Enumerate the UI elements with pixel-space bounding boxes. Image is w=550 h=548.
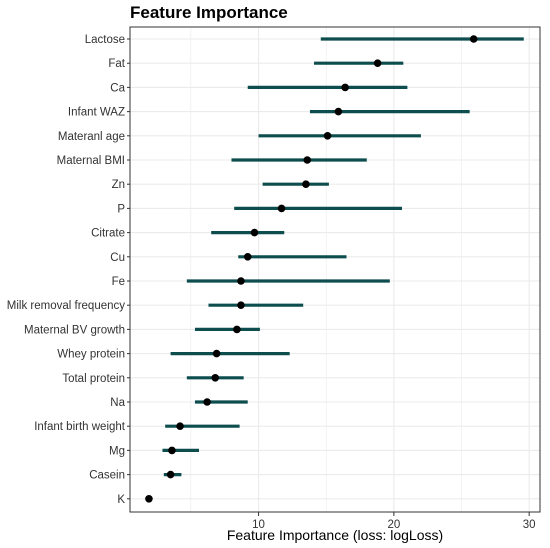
- y-tick-label: Infant WAZ: [68, 107, 125, 119]
- y-tick-label: Lactose: [85, 34, 125, 46]
- y-tick-label: Casein: [89, 470, 125, 482]
- importance-point: [145, 495, 153, 503]
- importance-point: [168, 446, 176, 455]
- importance-point: [237, 301, 245, 310]
- importance-point: [469, 35, 478, 43]
- y-tick-label: K: [117, 494, 125, 506]
- importance-point: [277, 204, 286, 213]
- y-tick-label: Citrate: [91, 228, 125, 240]
- importance-point: [237, 277, 245, 285]
- importance-point: [203, 398, 211, 406]
- point-series: [145, 35, 478, 503]
- importance-point: [243, 252, 252, 261]
- x-tick-label: 10: [252, 519, 265, 531]
- y-tick-label: Zn: [112, 179, 125, 191]
- importance-point: [302, 180, 310, 188]
- importance-point: [212, 349, 221, 358]
- importance-point: [373, 59, 382, 67]
- importance-point: [233, 325, 241, 334]
- y-tick-label: Mg: [109, 445, 125, 457]
- y-tick-label: Cu: [110, 252, 125, 264]
- importance-point: [211, 374, 220, 382]
- y-axis-tick-labels: Lactose Fat Ca Infant WAZ Materanl age Matern…: [7, 34, 130, 506]
- y-tick-label: P: [117, 203, 125, 215]
- y-tick-label: Maternal BMI: [57, 155, 125, 167]
- interval-series: [162, 37, 524, 477]
- x-axis-label: Feature Importance (loss: logLoss): [227, 527, 443, 543]
- chart-title: Feature Importance: [130, 3, 288, 22]
- y-tick-label: Infant birth weight: [34, 421, 126, 433]
- y-tick-label: Na: [110, 397, 125, 409]
- y-tick-label: Milk removal frequency: [7, 300, 125, 312]
- importance-point: [341, 83, 349, 92]
- y-tick-label: Total protein: [62, 373, 125, 385]
- y-tick-label: Ca: [110, 82, 125, 94]
- y-tick-label: Fe: [112, 276, 125, 288]
- x-tick-label: 20: [387, 519, 400, 531]
- y-tick-label: Fat: [108, 58, 125, 70]
- importance-point: [176, 422, 184, 431]
- y-tick-label: Maternal BV growth: [24, 324, 125, 336]
- y-tick-label: Materanl age: [58, 131, 125, 143]
- y-tick-label: Whey protein: [57, 349, 125, 361]
- importance-point: [323, 132, 332, 140]
- x-axis-tick-labels: 10 20 30: [252, 512, 536, 531]
- grid-lines: [130, 27, 540, 512]
- plot-panel-border: [129, 26, 541, 513]
- x-tick-label: 30: [523, 519, 536, 531]
- importance-point: [250, 228, 259, 237]
- importance-point: [303, 156, 312, 164]
- importance-point: [166, 470, 175, 479]
- importance-point: [334, 107, 343, 116]
